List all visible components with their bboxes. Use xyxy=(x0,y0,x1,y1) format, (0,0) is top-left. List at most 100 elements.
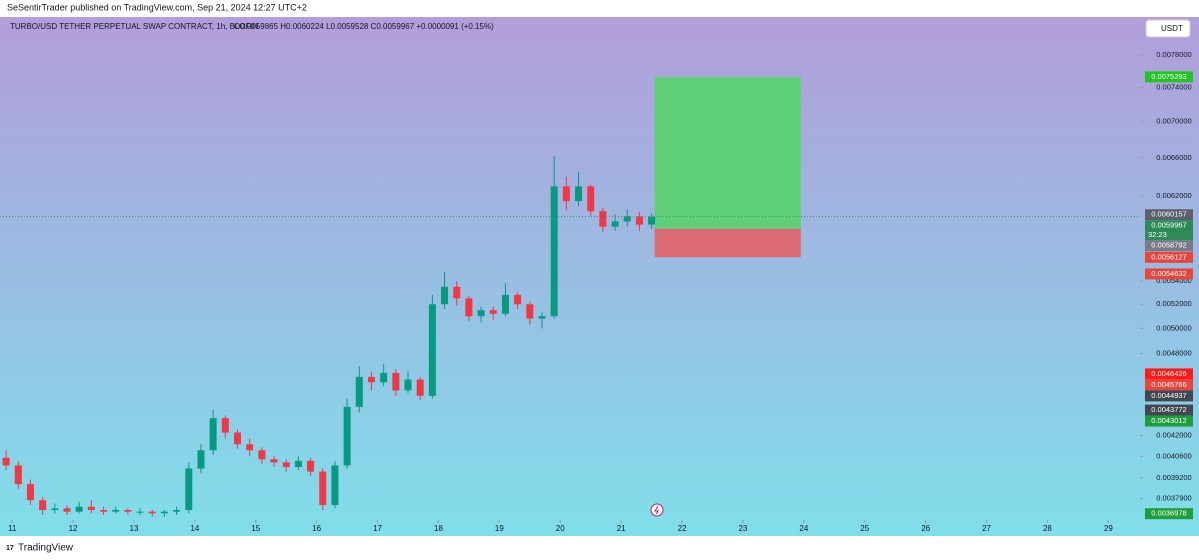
candle-body xyxy=(623,216,631,222)
candle-body xyxy=(26,484,34,501)
x-tick-label: 14 xyxy=(190,524,199,533)
price-tag xyxy=(1145,390,1193,402)
header: SeSentirTrader published on TradingView.… xyxy=(7,2,307,12)
candle-body xyxy=(136,511,144,513)
header-bar xyxy=(0,0,1199,17)
candle-body xyxy=(441,286,449,305)
price-tag-label: 0.0046426 xyxy=(1151,369,1186,378)
target-zone xyxy=(654,76,801,229)
candle-body xyxy=(331,465,339,506)
x-tick-label: 13 xyxy=(130,524,139,533)
price-tag xyxy=(1145,415,1193,427)
price-tag xyxy=(1145,404,1193,416)
candle-body xyxy=(575,186,583,202)
y-tick-label: 0.0070000 xyxy=(1156,117,1191,126)
candle-body xyxy=(63,508,71,512)
y-tick-label: 0.0078000 xyxy=(1156,50,1191,59)
candle-body xyxy=(587,186,595,212)
currency-button[interactable] xyxy=(1145,19,1191,38)
candle-body xyxy=(39,500,47,511)
price-tag xyxy=(1145,368,1193,380)
x-tick-label: 25 xyxy=(860,524,869,533)
price-tag xyxy=(1145,379,1193,391)
stop-zone xyxy=(654,228,801,258)
price-tag-label: 0.0075293 xyxy=(1151,72,1186,81)
x-tick-label: 20 xyxy=(556,524,565,533)
x-tick-label: 18 xyxy=(434,524,443,533)
y-tick-label: 0.0052000 xyxy=(1156,299,1191,308)
candle-body xyxy=(416,379,424,396)
candle-body xyxy=(197,450,205,469)
candle-body xyxy=(148,511,156,514)
price-tag-label: 0.0056127 xyxy=(1151,252,1186,261)
y-tick-label: 0.0042000 xyxy=(1156,430,1191,439)
candle-body xyxy=(367,376,375,383)
candle-body xyxy=(514,294,522,305)
price-tag xyxy=(1145,508,1193,520)
x-tick-label: 24 xyxy=(799,524,808,533)
price-tag-label: 0.0054632 xyxy=(1151,269,1186,278)
candle-body xyxy=(392,372,400,391)
candle-body xyxy=(282,462,290,467)
y-tick-label: 0.0039200 xyxy=(1156,473,1191,482)
price-tag-label: 0.0058792 xyxy=(1151,241,1186,250)
x-tick-label: 17 xyxy=(373,524,382,533)
candle-body xyxy=(428,304,436,396)
candle-body xyxy=(404,379,412,391)
candle-body xyxy=(100,510,108,512)
candle-body xyxy=(648,216,656,225)
price-tag-label: 0.0044937 xyxy=(1151,391,1186,400)
x-tick-label: 27 xyxy=(982,524,991,533)
event-bolt xyxy=(654,505,659,515)
candle-body xyxy=(550,186,558,317)
x-tick-label: 23 xyxy=(738,524,747,533)
x-tick-label: 19 xyxy=(495,524,504,533)
candle-body xyxy=(51,508,59,511)
candle-body xyxy=(562,186,570,202)
price-tag-label: 0.0059967 xyxy=(1151,221,1186,230)
y-tick-label: 0.0048000 xyxy=(1156,348,1191,357)
price-tag xyxy=(1145,220,1193,241)
candle-body xyxy=(538,316,546,319)
y-tick-label: 0.0050000 xyxy=(1156,323,1191,332)
candle-body xyxy=(635,216,643,225)
candle-body xyxy=(234,432,241,445)
candle-body xyxy=(2,457,10,466)
y-tick-label: 0.0074000 xyxy=(1156,82,1191,91)
footer-logo: TradingView xyxy=(18,543,74,554)
ohlc: O0.0059865 H0.0060224 L0.0059528 C0.0059… xyxy=(234,22,494,31)
price-tag-label: 0.0043012 xyxy=(1151,416,1186,425)
footer-bar xyxy=(0,536,1199,560)
candle-body xyxy=(355,376,363,407)
price-tag-label: 0.0036978 xyxy=(1151,509,1186,518)
candle-body xyxy=(343,406,351,466)
candle-body xyxy=(477,310,485,317)
x-tick-label: 26 xyxy=(921,524,930,533)
candle-body xyxy=(307,460,315,472)
y-tick-label: 0.0066000 xyxy=(1156,153,1191,162)
x-tick-label: 22 xyxy=(678,524,687,533)
x-tick-label: 11 xyxy=(8,524,17,533)
logo-mark: 17 xyxy=(6,545,14,552)
candle-body xyxy=(75,506,83,512)
price-tag xyxy=(1145,71,1193,83)
candle-body xyxy=(599,211,607,227)
candle-body xyxy=(173,510,181,512)
candle-body xyxy=(87,506,95,511)
x-tick-label: 29 xyxy=(1104,524,1113,533)
price-tag xyxy=(1145,251,1193,263)
candle-body xyxy=(160,511,168,514)
price-tag xyxy=(1145,268,1193,280)
candle-body xyxy=(209,418,217,451)
event-icon[interactable] xyxy=(650,503,664,517)
candle-body xyxy=(501,294,509,314)
candle-body xyxy=(258,450,266,460)
countdown: 32:23 xyxy=(1148,230,1167,239)
candle-body xyxy=(319,471,327,506)
candle-body xyxy=(246,444,254,451)
x-tick-label: 16 xyxy=(312,524,321,533)
candle-body xyxy=(611,221,619,227)
currency: USDT xyxy=(1161,24,1183,33)
